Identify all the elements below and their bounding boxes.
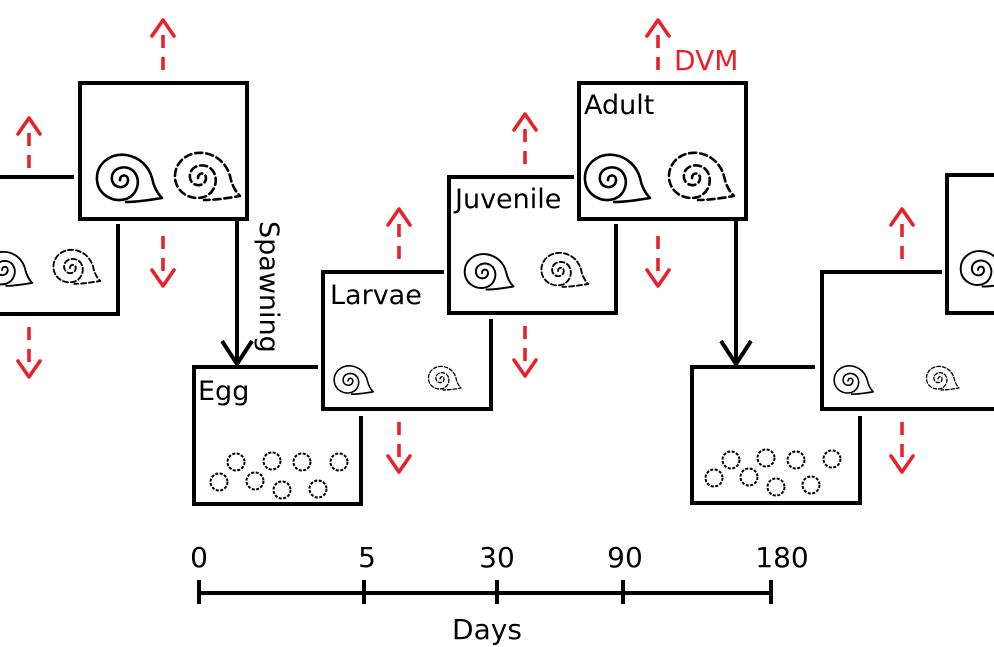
adult-label: Adult bbox=[584, 90, 654, 121]
axis-tick-label: 5 bbox=[358, 541, 376, 574]
snail-icon bbox=[0, 250, 34, 287]
juvenile-stage-box: Juvenile bbox=[447, 175, 618, 315]
upward-migration-arrow bbox=[512, 112, 538, 166]
egg-cluster-icon bbox=[209, 451, 349, 500]
axis-title: Days bbox=[452, 613, 522, 646]
snail-icon bbox=[463, 253, 515, 291]
larvae-stage-box: Larvae bbox=[321, 270, 493, 411]
axis-tick-label: 30 bbox=[479, 541, 515, 574]
axis-tick-label: 0 bbox=[190, 541, 208, 574]
next-cycle bbox=[690, 173, 994, 505]
axis-tick-label: 90 bbox=[607, 541, 643, 574]
egg-label: Egg bbox=[198, 376, 249, 407]
timeline-axis: 0 5 30 90 180 Days bbox=[190, 541, 809, 646]
upward-migration-arrow bbox=[645, 18, 671, 72]
downward-migration-arrow bbox=[512, 324, 538, 378]
downward-migration-arrow bbox=[645, 234, 671, 288]
next-egg-box bbox=[690, 365, 862, 505]
spawning-label: Spawning bbox=[253, 221, 284, 353]
upward-migration-arrow bbox=[150, 18, 176, 72]
next-generation-arrow bbox=[719, 221, 753, 366]
prev-juvenile-box bbox=[0, 175, 120, 316]
upward-migration-arrow bbox=[386, 207, 412, 261]
dvm-label: DVM bbox=[674, 44, 738, 77]
larvae-label: Larvae bbox=[330, 280, 422, 311]
adult-stage-box: Adult bbox=[577, 81, 748, 221]
next-larvae-box bbox=[820, 270, 994, 411]
upward-migration-arrow bbox=[16, 116, 42, 170]
snail-icon bbox=[959, 250, 994, 288]
downward-migration-arrow bbox=[16, 325, 42, 379]
snail-icon bbox=[833, 365, 874, 395]
snail-icon bbox=[333, 365, 374, 395]
downward-migration-arrow bbox=[386, 420, 412, 474]
spawning-arrow bbox=[220, 221, 254, 366]
dashed-snail-icon bbox=[427, 365, 462, 391]
prev-cycle bbox=[0, 18, 249, 379]
egg-cluster-icon bbox=[704, 448, 842, 497]
dashed-snail-icon bbox=[52, 248, 102, 285]
downward-migration-arrow bbox=[889, 420, 915, 474]
upward-migration-arrow bbox=[889, 207, 915, 261]
next-juvenile-box bbox=[945, 173, 994, 315]
egg-stage-box: Egg bbox=[192, 365, 363, 506]
dashed-snail-icon bbox=[540, 251, 590, 288]
dashed-snail-icon bbox=[925, 365, 960, 391]
axis-tick-label: 180 bbox=[755, 541, 808, 574]
prev-adult-box bbox=[78, 81, 249, 221]
juvenile-label: Juvenile bbox=[453, 184, 561, 215]
downward-migration-arrow bbox=[150, 234, 176, 288]
